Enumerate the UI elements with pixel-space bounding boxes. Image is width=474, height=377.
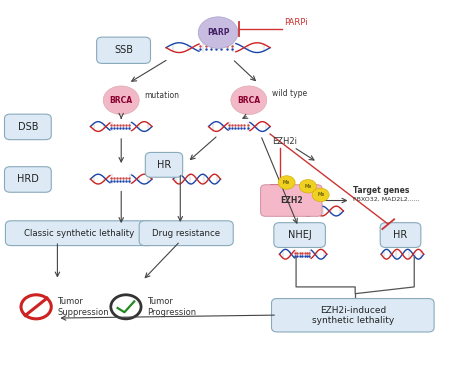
Text: mutation: mutation — [144, 91, 179, 100]
Circle shape — [103, 86, 139, 115]
Text: FBXO32, MAD2L2......: FBXO32, MAD2L2...... — [353, 196, 419, 202]
Text: Me: Me — [304, 184, 311, 189]
Text: PARPi: PARPi — [284, 18, 308, 27]
Text: Me: Me — [283, 180, 290, 185]
Text: NHEJ: NHEJ — [288, 230, 311, 240]
Text: BRCA: BRCA — [237, 96, 260, 105]
Text: SSB: SSB — [114, 45, 133, 55]
Circle shape — [278, 176, 295, 189]
Text: BRCA: BRCA — [109, 96, 133, 105]
Circle shape — [300, 179, 317, 193]
FancyBboxPatch shape — [4, 167, 51, 192]
FancyBboxPatch shape — [261, 185, 322, 216]
Text: EZH2i-induced
synthetic lethality: EZH2i-induced synthetic lethality — [312, 306, 394, 325]
Text: HR: HR — [393, 230, 408, 240]
Text: HRD: HRD — [17, 175, 39, 184]
Text: Me: Me — [317, 192, 324, 198]
Text: Tumor
Suppression: Tumor Suppression — [57, 297, 109, 317]
Text: EZH2i: EZH2i — [273, 137, 298, 146]
Text: Tumor
Progression: Tumor Progression — [147, 297, 196, 317]
FancyBboxPatch shape — [272, 299, 434, 332]
FancyBboxPatch shape — [4, 114, 51, 139]
Text: EZH2: EZH2 — [280, 196, 303, 205]
FancyBboxPatch shape — [380, 223, 421, 247]
Circle shape — [312, 188, 329, 202]
FancyBboxPatch shape — [5, 221, 154, 245]
Text: PARP: PARP — [207, 28, 229, 37]
FancyBboxPatch shape — [146, 152, 182, 177]
Text: Classic synthetic lethality: Classic synthetic lethality — [25, 229, 135, 238]
FancyBboxPatch shape — [274, 223, 325, 247]
Circle shape — [198, 17, 238, 48]
Circle shape — [231, 86, 267, 115]
FancyBboxPatch shape — [139, 221, 233, 245]
FancyBboxPatch shape — [97, 37, 151, 63]
Text: HR: HR — [157, 160, 171, 170]
Text: DSB: DSB — [18, 122, 38, 132]
Text: Drug resistance: Drug resistance — [152, 229, 220, 238]
Text: wild type: wild type — [272, 89, 307, 98]
Text: Target genes: Target genes — [353, 186, 409, 195]
